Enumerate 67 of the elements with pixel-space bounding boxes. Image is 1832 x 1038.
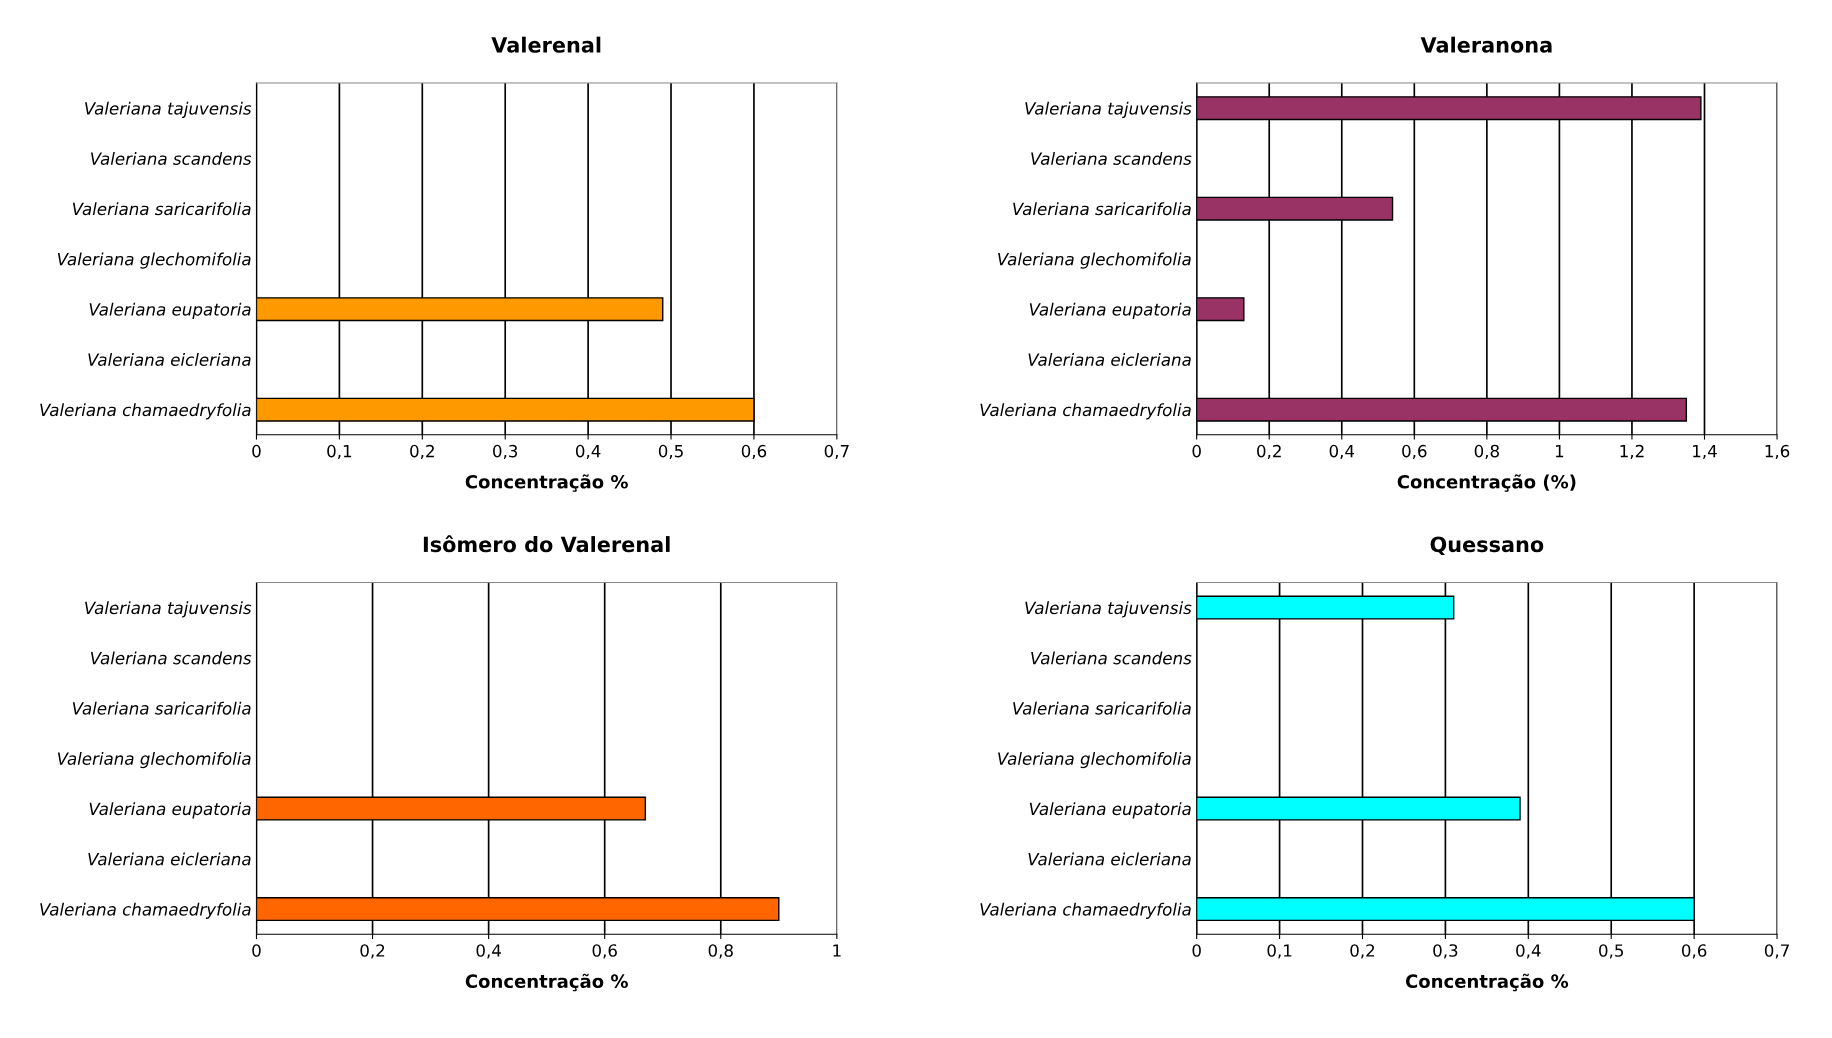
- x-tick-label: 0,4: [575, 444, 601, 460]
- x-tick-label: 0,1: [327, 444, 352, 460]
- x-axis-title: Concentração (%): [1397, 474, 1576, 492]
- y-tick-label: Valeriana chamaedryfolia: [980, 902, 1191, 919]
- chart-title: Valerenal: [491, 36, 601, 53]
- y-tick-label: Valeriana scandens: [1031, 152, 1192, 165]
- y-tick-label: Valeriana eicleriana: [1028, 353, 1191, 366]
- x-tick-label: 0,2: [1350, 944, 1375, 959]
- x-tick-label: 0,3: [493, 444, 518, 460]
- x-tick-label: 0,6: [1681, 944, 1707, 959]
- y-tick-label: Valeriana eicleriana: [88, 353, 251, 366]
- x-tick-label: 0,4: [476, 944, 501, 959]
- y-tick-label: Valeriana tajuvensis: [1025, 101, 1192, 118]
- y-tick-label: Valeriana eupatoria: [89, 302, 251, 319]
- x-tick-label: 0,2: [360, 944, 385, 959]
- y-tick-label: Valeriana glechomifolia: [998, 252, 1191, 269]
- y-tick-label: Valeriana saricarifolia: [1013, 202, 1191, 216]
- x-axis-title: Concentração %: [465, 474, 628, 492]
- x-tick-label: 1: [1555, 444, 1564, 458]
- x-tick-label: 1: [833, 944, 841, 957]
- x-tick-label: 0,2: [1257, 444, 1281, 460]
- y-tick-label: Valeriana eupatoria: [1029, 802, 1191, 819]
- y-tick-label: Valeriana tajuvensis: [85, 601, 252, 618]
- x-tick-label: 0,1: [1267, 944, 1292, 959]
- y-tick-label: Valeriana glechomifolia: [998, 752, 1191, 769]
- chart-title: Valeranona: [1420, 36, 1552, 53]
- x-tick-label: 0,5: [658, 444, 683, 460]
- y-tick-label: Valeriana scandens: [91, 152, 252, 165]
- x-tick-label: 1,4: [1693, 444, 1717, 460]
- y-tick-label: Valeriana saricarifolia: [72, 701, 251, 715]
- x-tick-label: 0: [252, 944, 261, 957]
- y-tick-label: Valeriana eupatoria: [1029, 302, 1191, 319]
- x-tick-label: 0,8: [1474, 444, 1499, 460]
- y-tick-label: Valeriana scandens: [91, 651, 252, 665]
- y-tick-label: Valeriana saricarifolia: [72, 202, 251, 216]
- x-tick-label: 0,8: [708, 944, 733, 959]
- y-tick-label: Valeriana tajuvensis: [1025, 601, 1192, 618]
- x-tick-label: 1,2: [1620, 444, 1644, 460]
- x-tick-label: 0,2: [410, 444, 434, 460]
- x-tick-label: 0,4: [1329, 444, 1355, 460]
- x-tick-label: 0,5: [1599, 944, 1624, 959]
- y-tick-label: Valeriana eupatoria: [89, 802, 251, 819]
- y-tick-label: Valeriana saricarifolia: [1013, 701, 1191, 715]
- x-tick-label: 0: [252, 444, 261, 458]
- x-tick-label: 0,4: [1516, 944, 1541, 959]
- x-tick-label: 0,6: [1402, 444, 1427, 460]
- x-tick-label: 0,7: [824, 444, 849, 460]
- x-tick-label: 0: [1192, 444, 1201, 458]
- x-tick-label: 0,6: [592, 944, 617, 959]
- x-tick-label: 1,6: [1765, 444, 1790, 460]
- x-tick-label: 0,7: [1764, 944, 1789, 959]
- x-axis-title: Concentração %: [465, 973, 628, 992]
- y-tick-label: Valeriana eicleriana: [1028, 852, 1191, 866]
- x-tick-label: 0,6: [741, 444, 767, 460]
- chart-title: Isômero do Valerenal: [423, 535, 670, 553]
- x-tick-label: 0,3: [1433, 944, 1458, 959]
- x-tick-label: 0: [1192, 944, 1201, 957]
- y-tick-label: Valeriana glechomifolia: [57, 252, 251, 269]
- y-tick-label: Valeriana eicleriana: [88, 852, 251, 866]
- chart-title: Quessano: [1430, 536, 1544, 555]
- y-tick-label: Valeriana chamaedryfolia: [40, 902, 251, 919]
- y-tick-label: Valeriana chamaedryfolia: [40, 403, 251, 420]
- y-tick-label: Valeriana chamaedryfolia: [980, 403, 1191, 420]
- y-tick-label: Valeriana glechomifolia: [57, 752, 251, 769]
- x-axis-title: Concentração %: [1405, 973, 1569, 992]
- y-tick-label: Valeriana tajuvensis: [85, 101, 252, 118]
- y-tick-label: Valeriana scandens: [1031, 651, 1192, 665]
